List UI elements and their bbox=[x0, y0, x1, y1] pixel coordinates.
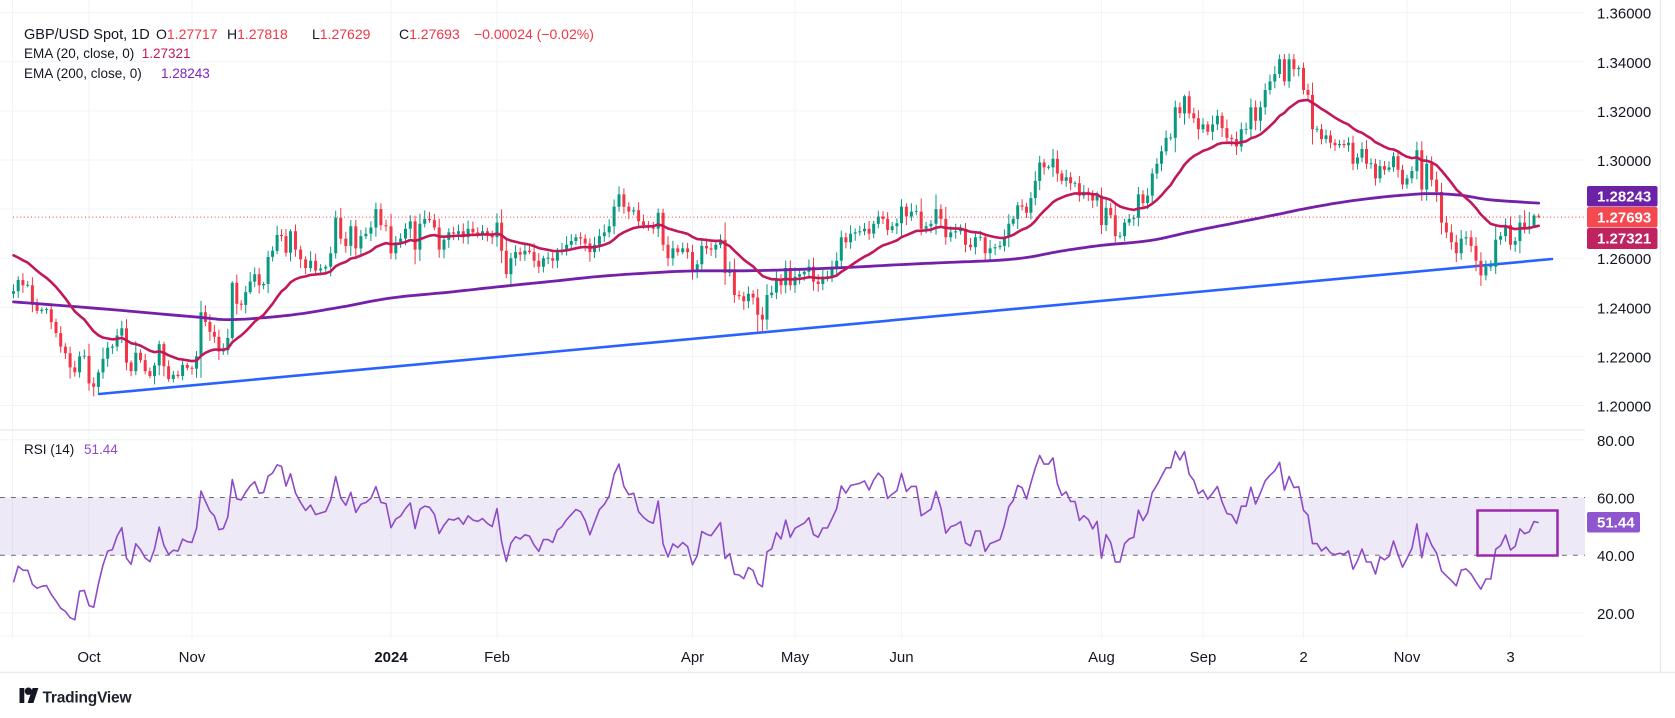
svg-text:Jun: Jun bbox=[889, 649, 913, 666]
svg-text:40.00: 40.00 bbox=[1597, 548, 1635, 565]
svg-text:EMA (20, close, 0): EMA (20, close, 0) bbox=[24, 46, 134, 61]
svg-text:51.44: 51.44 bbox=[1597, 514, 1635, 531]
svg-text:1.26000: 1.26000 bbox=[1597, 251, 1651, 268]
svg-text:H1.27818: H1.27818 bbox=[227, 26, 288, 42]
svg-text:1.30000: 1.30000 bbox=[1597, 153, 1651, 170]
svg-text:Oct: Oct bbox=[77, 649, 101, 666]
svg-text:Nov: Nov bbox=[1394, 649, 1421, 666]
svg-text:1.22000: 1.22000 bbox=[1597, 349, 1651, 366]
svg-text:60.00: 60.00 bbox=[1597, 491, 1635, 508]
svg-text:1.20000: 1.20000 bbox=[1597, 399, 1651, 416]
svg-text:1.32000: 1.32000 bbox=[1597, 104, 1651, 121]
svg-text:1.24000: 1.24000 bbox=[1597, 300, 1651, 317]
svg-text:1.34000: 1.34000 bbox=[1597, 55, 1651, 72]
svg-text:2: 2 bbox=[1299, 649, 1307, 666]
svg-text:EMA (200, close, 0): EMA (200, close, 0) bbox=[24, 66, 142, 81]
svg-text:1.28243: 1.28243 bbox=[1597, 188, 1651, 205]
svg-text:Sep: Sep bbox=[1190, 649, 1217, 666]
svg-text:1.27321: 1.27321 bbox=[142, 46, 191, 61]
svg-text:20.00: 20.00 bbox=[1597, 606, 1635, 623]
svg-text:1.27693: 1.27693 bbox=[1597, 209, 1651, 226]
svg-text:−0.00024 (−0.02%): −0.00024 (−0.02%) bbox=[474, 26, 594, 42]
svg-text:80.00: 80.00 bbox=[1597, 433, 1635, 450]
svg-text:O1.27717: O1.27717 bbox=[156, 26, 218, 42]
svg-text:Aug: Aug bbox=[1088, 649, 1115, 666]
svg-text:2024: 2024 bbox=[374, 649, 408, 666]
svg-text:GBP/USD Spot, 1D: GBP/USD Spot, 1D bbox=[24, 27, 150, 43]
svg-text:1.27321: 1.27321 bbox=[1597, 231, 1651, 248]
svg-text:L1.27629: L1.27629 bbox=[312, 26, 371, 42]
svg-text:Nov: Nov bbox=[179, 649, 206, 666]
svg-text:Apr: Apr bbox=[681, 649, 704, 666]
svg-text:1.36000: 1.36000 bbox=[1597, 6, 1651, 23]
svg-text:Feb: Feb bbox=[484, 649, 510, 666]
svg-text:1.28243: 1.28243 bbox=[161, 66, 210, 81]
svg-text:3: 3 bbox=[1506, 649, 1514, 666]
svg-text:C1.27693: C1.27693 bbox=[399, 26, 460, 42]
svg-text:RSI (14): RSI (14) bbox=[24, 442, 74, 457]
svg-text:51.44: 51.44 bbox=[84, 442, 118, 457]
svg-text:May: May bbox=[781, 649, 810, 666]
svg-text:TradingView: TradingView bbox=[43, 690, 133, 707]
